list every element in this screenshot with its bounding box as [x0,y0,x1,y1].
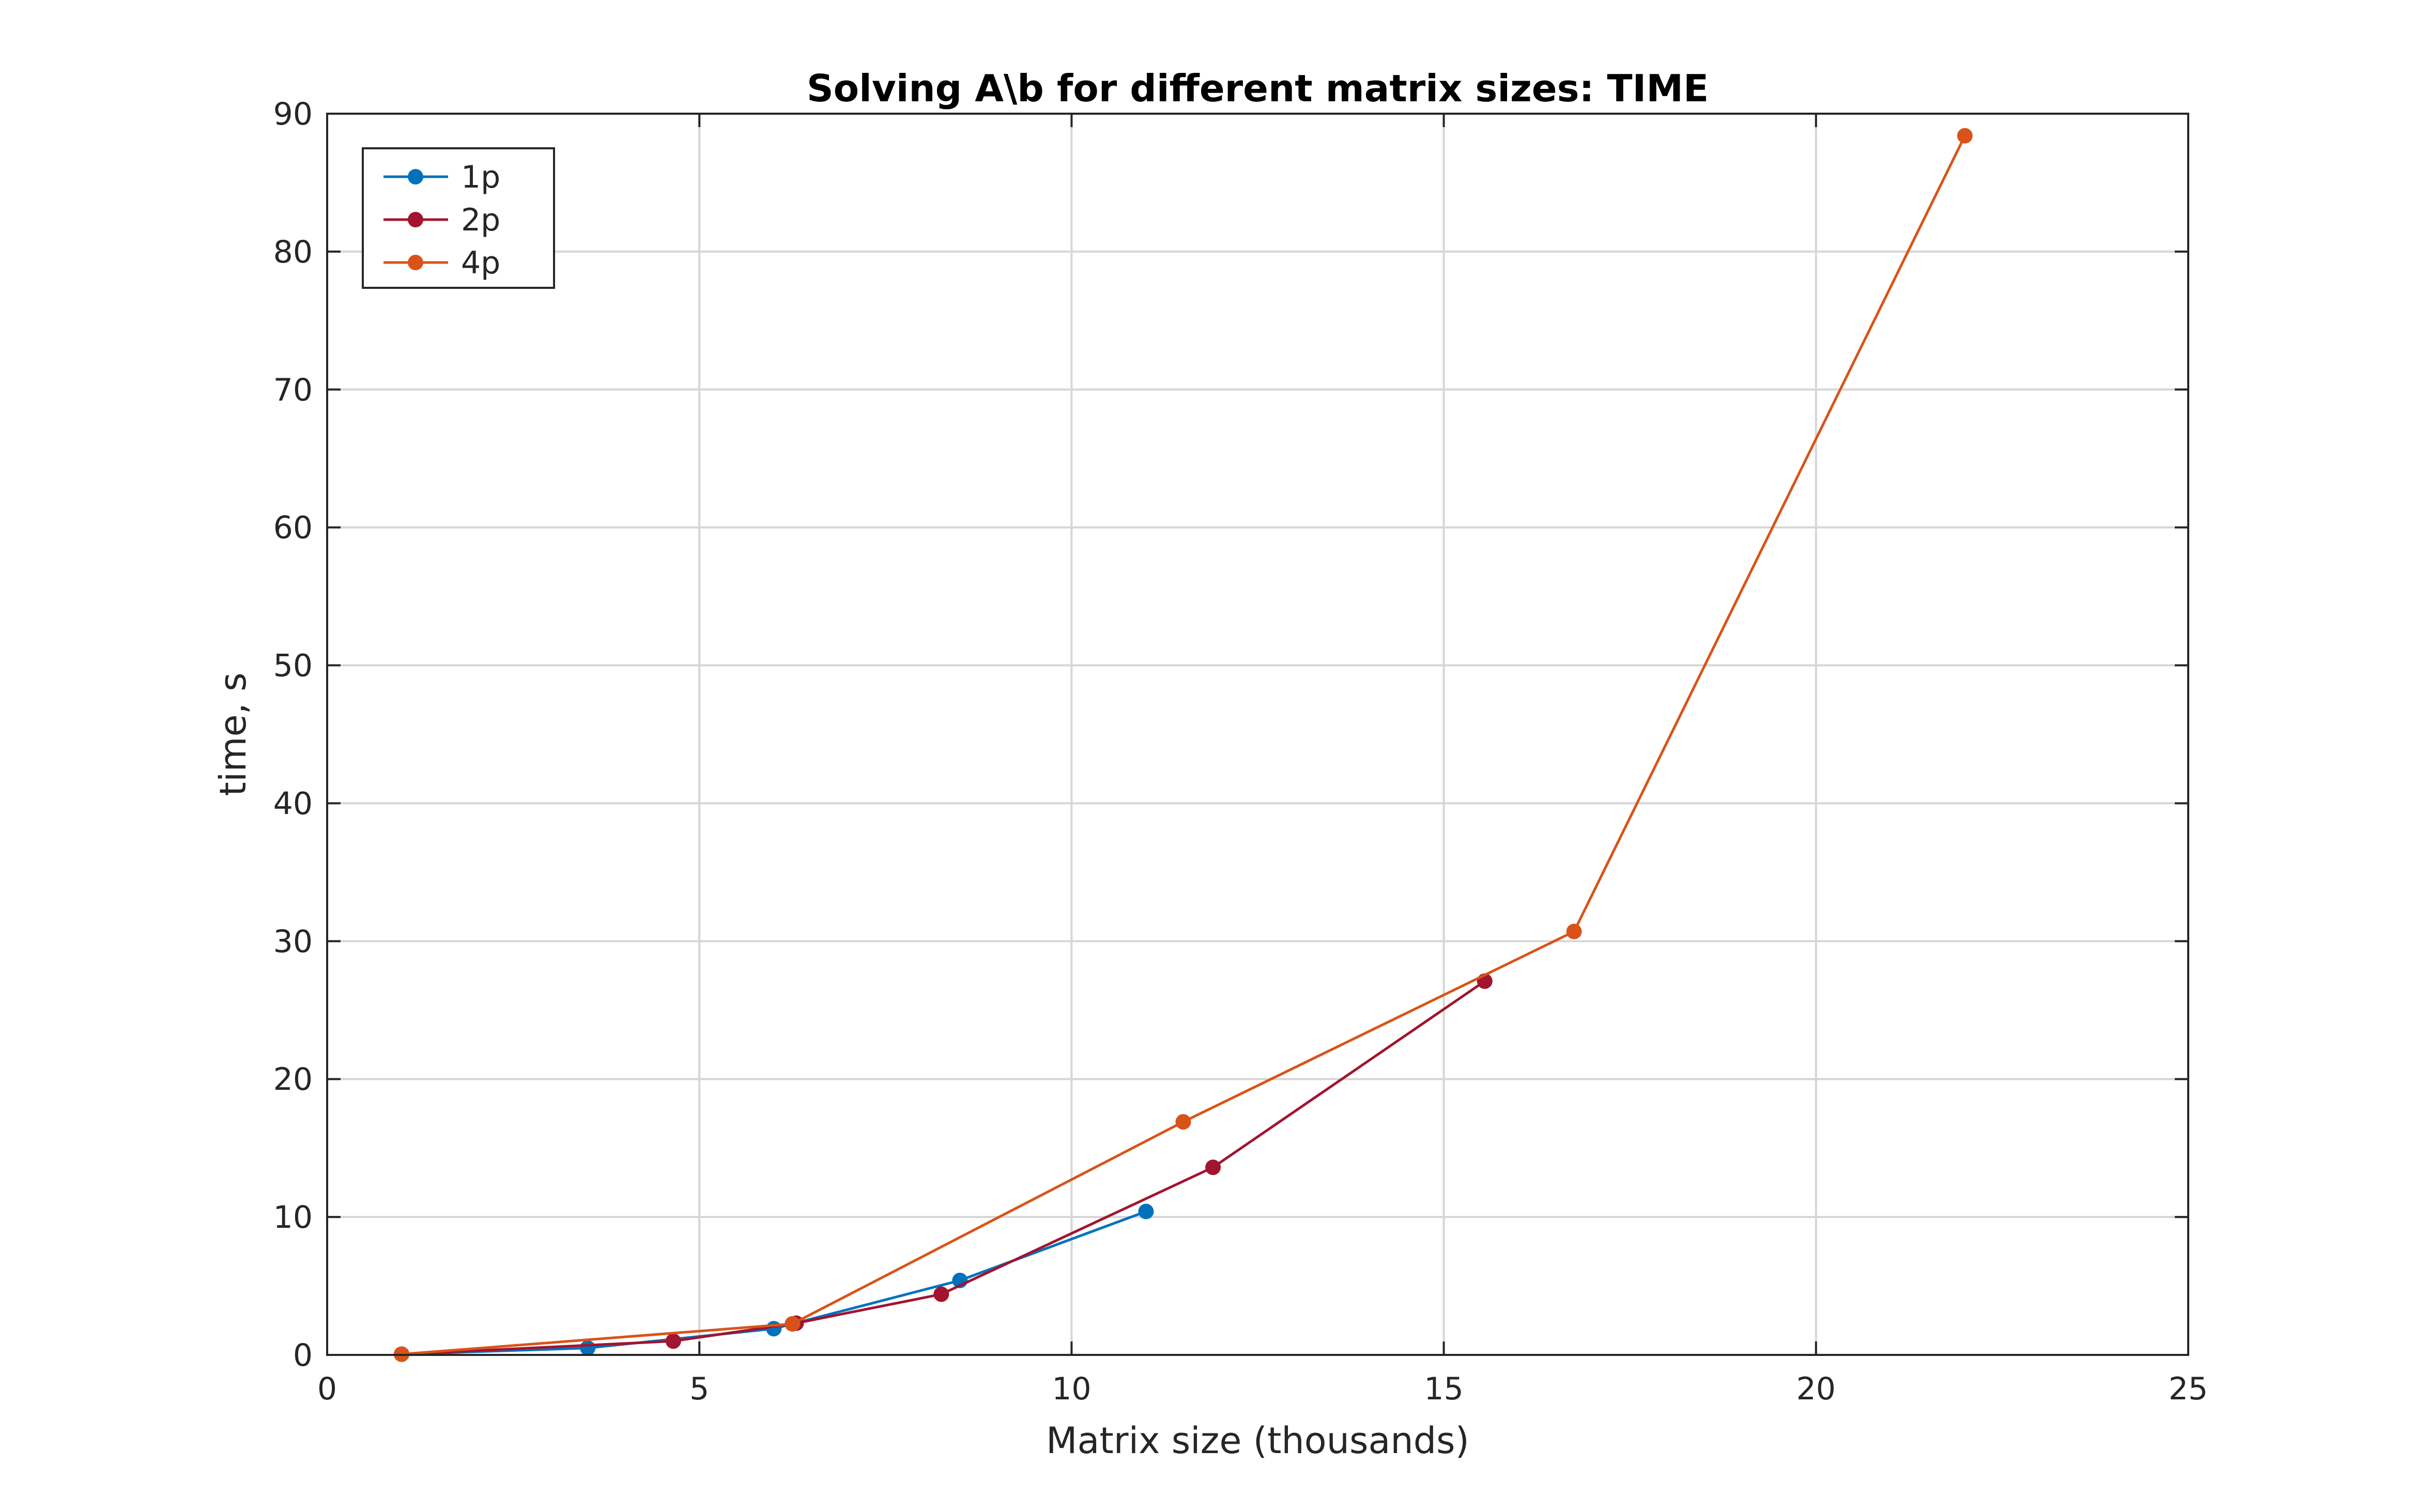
x-tick-label: 20 [1796,1371,1836,1407]
y-tick-label: 90 [273,96,313,132]
data-point [933,1286,949,1302]
data-point [1175,1114,1191,1130]
y-tick-label: 40 [273,785,313,822]
legend: 1p 2p 4p [362,147,555,289]
plot-area-frame [326,113,2189,1356]
data-point [766,1321,782,1337]
legend-box [362,147,555,289]
y-tick-label: 50 [273,648,313,684]
legend-marker [408,255,423,270]
series-layer [394,128,1973,1362]
data-point [1205,1160,1221,1176]
tick-layer: 0 5 10 15 20 25 0 10 20 30 40 50 60 70 80 90 [273,96,2208,1407]
x-tick-label: 25 [2169,1371,2208,1407]
data-point [580,1340,596,1356]
data-point [1138,1204,1154,1220]
y-tick-label: 0 [293,1337,313,1374]
x-tick-label: 10 [1052,1371,1091,1407]
data-point [1957,128,1973,144]
y-tick-label: 70 [273,372,313,408]
data-point [785,1316,801,1332]
chart-title: Solving A\b for different matrix sizes: … [807,67,1709,110]
legend-marker [408,169,423,184]
legend-label: 4p [461,245,500,281]
x-axis-label: Matrix size (thousands) [1046,1420,1469,1462]
y-tick-label: 30 [273,923,313,960]
legend-marker [408,212,423,227]
x-tick-label: 0 [317,1371,337,1407]
y-tick-label: 20 [273,1061,313,1098]
data-point [1566,923,1582,939]
legend-label: 1p [461,159,500,195]
legend-label: 2p [461,202,500,238]
x-tick-label: 5 [689,1371,709,1407]
y-axis-label: time, s [212,672,254,796]
x-tick-label: 15 [1424,1371,1463,1407]
y-tick-label: 60 [273,510,313,546]
series-line [401,980,1486,1356]
grid [327,114,2188,1355]
y-tick-label: 80 [273,234,313,270]
data-point [665,1333,681,1349]
y-tick-label: 10 [273,1199,313,1236]
